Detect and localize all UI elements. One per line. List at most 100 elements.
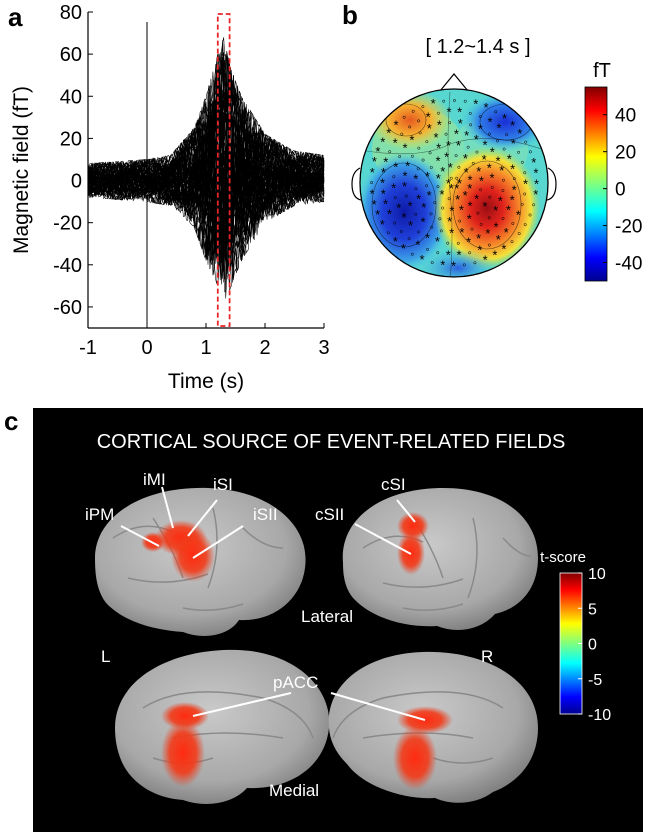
sensor-star: * [370,165,375,180]
sensor-dot [430,261,434,265]
brain-right-lateral [342,488,538,630]
sensor-star: * [403,168,408,183]
sensor-dot [454,154,458,158]
sensor-dot [457,165,461,169]
sensor-dot [488,132,491,136]
label-lateral: Lateral [301,607,353,626]
head-right-ear [546,167,557,201]
sensor-star: * [534,176,539,191]
sensor-star: * [440,258,445,273]
label-pacc: pACC [273,673,318,692]
sensor-star: * [487,161,492,176]
sensor-star: * [436,141,441,156]
waveform-chart: 80 60 40 20 0 -20 -40 -60 -1 0 1 2 3 Magnetic field… [10,2,330,393]
sensor-star: * [434,130,439,145]
tscore-tick-label: 10 [588,566,606,583]
y-tick-label: 20 [60,128,82,150]
brain-left-medial [115,649,330,804]
label-ipm: iPM [85,505,114,524]
sensor-star: * [482,137,487,152]
sensor-dot [398,155,402,158]
y-ticks: 80 60 40 20 0 -20 -40 -60 [53,2,93,319]
sensor-star: * [482,199,487,214]
sensor-dot [471,161,475,165]
channel-trace [87,37,325,177]
sensor-star: * [457,105,462,120]
sensor-star: * [447,214,452,229]
label-isii: iSII [253,505,278,524]
x-tick-label: -1 [79,337,97,359]
sensor-star: * [485,226,490,241]
tscore-tick-label: -5 [588,672,602,689]
sensor-star: * [402,179,407,194]
sensor-dot [468,111,472,115]
sensor-dot [402,115,406,119]
sensor-dot [488,243,491,247]
sensor-dot [524,140,528,144]
colorbar-tick-label: -40 [615,254,642,275]
sensor-dot [469,123,473,127]
head-left-ear [351,167,362,201]
sensor-star: * [467,211,472,226]
sensor-star: * [408,218,413,233]
sensor-star: * [393,117,398,132]
sensor-star: * [426,109,431,124]
sensor-star: * [402,140,407,155]
sensor-dot [442,99,446,103]
sensor-dot [426,247,430,251]
sensor-dot [448,121,452,125]
sensor-dot [433,201,437,205]
sensor-dot [473,261,477,265]
sensor-dot [400,132,404,136]
x-ticks: -1 0 1 2 3 [79,323,330,359]
channel-trace [87,181,325,281]
channel-trace [87,67,325,175]
sensor-dot [436,251,440,255]
sensor-star: * [380,176,385,191]
sensor-dot [494,110,498,114]
sensor-star: * [393,234,398,249]
sensor-dot [512,177,516,181]
sensor-dot [429,166,433,169]
leader-lines [120,486,426,721]
colorbar-unit: fT [593,60,611,82]
sensor-star: * [372,197,377,212]
sensor-star: * [493,203,498,218]
sensor-star: * [456,138,461,153]
sensor-dot [476,211,480,215]
sensor-dot [517,232,521,236]
label-medial: Medial [269,781,319,800]
sensor-star: * [455,192,460,207]
sensor-dot [393,196,397,200]
y-tick-label: -40 [53,255,82,277]
sensor-dot [386,231,390,235]
sensor-star: * [446,105,451,120]
label-isi: iSI [213,475,233,494]
sensor-star: * [483,100,488,115]
sensor-dot [462,263,466,267]
sensor-star: * [419,252,424,267]
sensor-star: * [439,187,444,202]
sensor-star: * [523,176,528,191]
sensor-star: * [473,96,478,111]
sensor-star: * [444,150,449,165]
y-tick-label: 60 [60,44,82,66]
tscore-colorbar-ticks: 10 5 0 -5 -10 [578,566,611,724]
sensor-star: * [393,159,398,174]
sensor-star: * [446,247,451,262]
sensor-star: * [506,202,511,217]
sensor-star: * [381,186,386,201]
sensor-dot [478,115,482,119]
sensor-star: * [482,152,487,167]
sensor-star: * [496,232,501,247]
label-csii: cSII [315,505,344,524]
sensor-dot [458,219,462,223]
sensor-dot [388,150,392,154]
cortical-source-figure: CORTICAL SOURCE OF EVENT-RELATED FIELDS [85,431,611,804]
x-tick-label: 2 [259,337,270,359]
sensor-star: * [488,114,493,129]
sensor-dot [410,154,414,158]
sensor-dot [510,240,514,244]
panel-b: b [340,0,648,400]
sensor-dot [455,176,459,180]
